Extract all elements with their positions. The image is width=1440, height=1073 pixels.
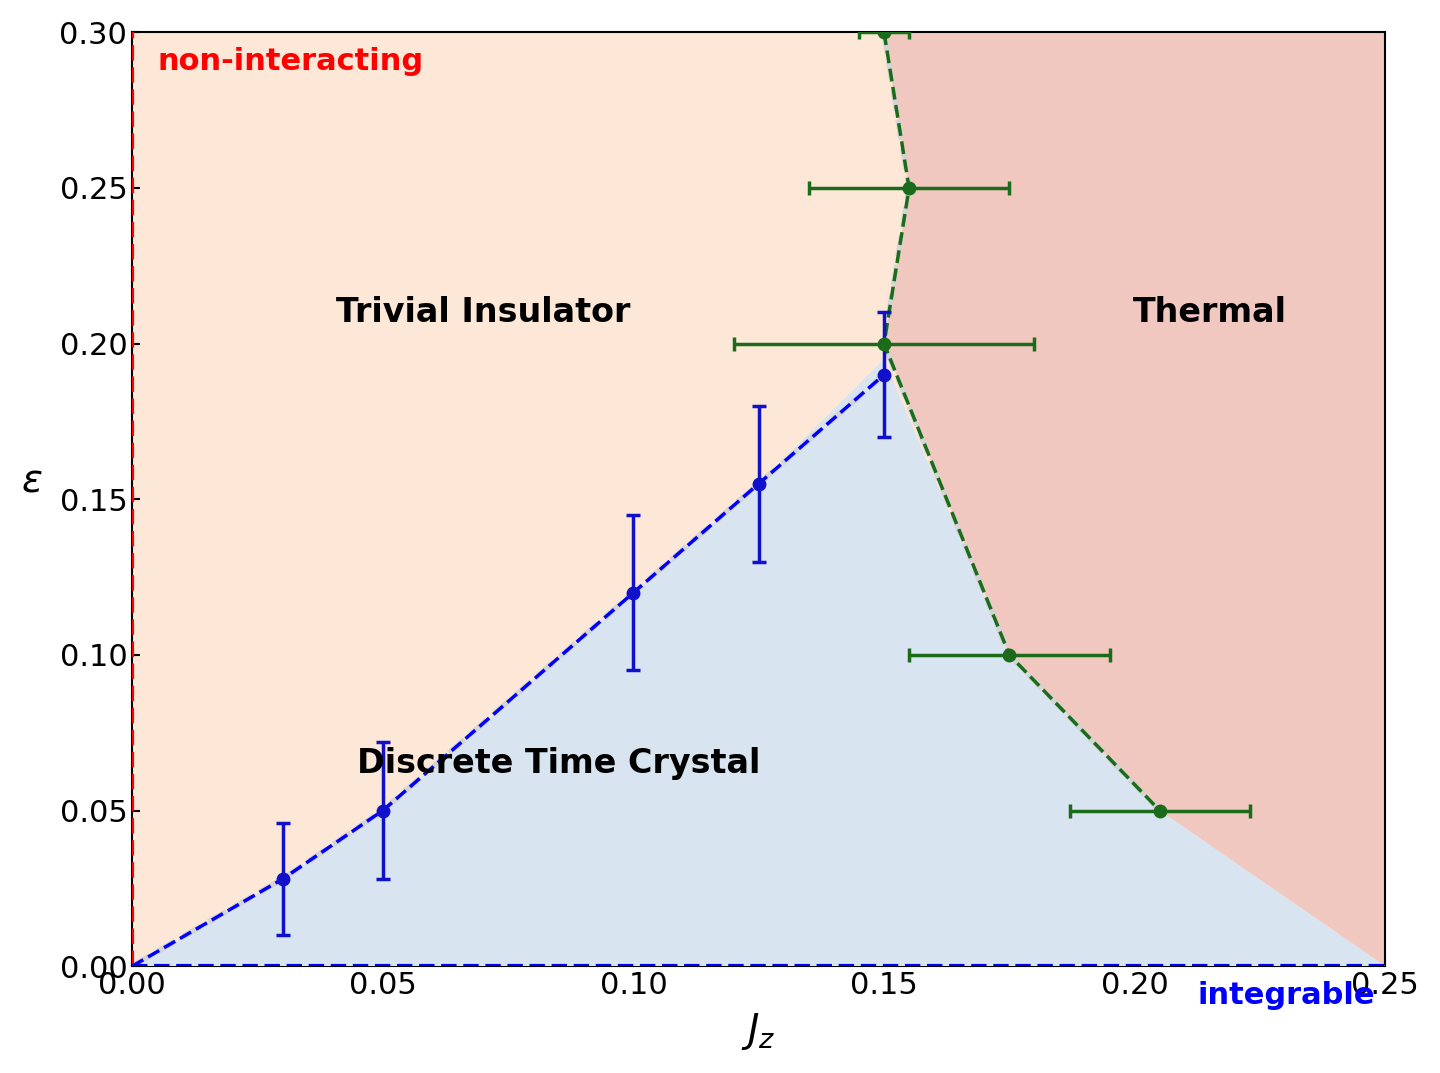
Text: Thermal: Thermal [1133, 296, 1287, 329]
Text: Trivial Insulator: Trivial Insulator [336, 296, 631, 329]
Y-axis label: $\epsilon$: $\epsilon$ [20, 461, 42, 499]
Text: Discrete Time Crystal: Discrete Time Crystal [357, 748, 760, 780]
Text: integrable: integrable [1198, 981, 1375, 1010]
Text: non-interacting: non-interacting [157, 47, 423, 76]
X-axis label: $J_z$: $J_z$ [742, 1011, 776, 1053]
